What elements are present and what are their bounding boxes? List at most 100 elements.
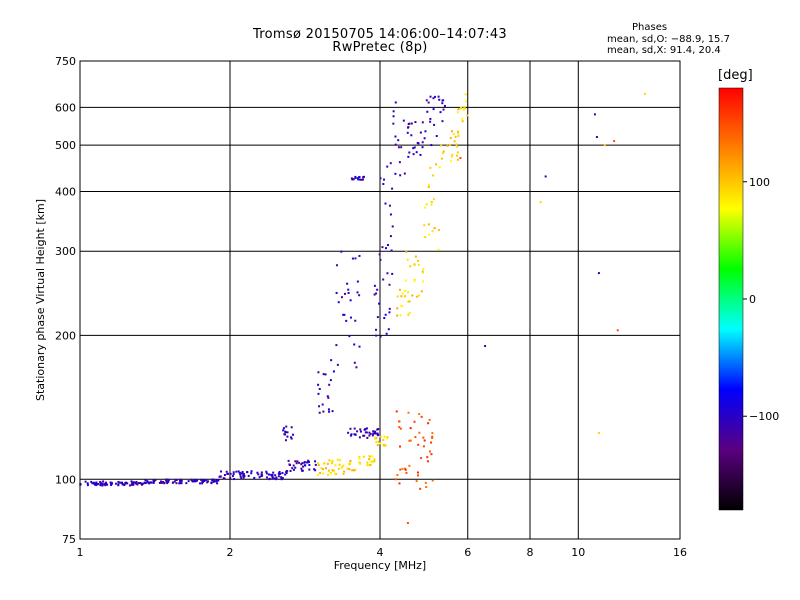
data-point — [285, 469, 288, 472]
y-axis-label: Stationary phase Virtual Height [km] — [34, 199, 47, 401]
data-point — [323, 462, 326, 465]
data-point — [117, 480, 120, 483]
data-point — [356, 280, 359, 283]
data-point — [386, 272, 389, 275]
data-point — [353, 361, 356, 364]
data-point — [117, 483, 120, 486]
data-point — [356, 291, 359, 294]
data-point — [351, 257, 354, 260]
data-point — [348, 463, 351, 466]
data-point — [375, 292, 378, 295]
data-point — [327, 408, 330, 411]
data-point — [327, 396, 330, 399]
data-point — [110, 484, 113, 487]
data-point — [373, 458, 376, 461]
data-point — [421, 141, 424, 144]
data-point — [130, 480, 133, 483]
data-point — [421, 280, 424, 283]
data-point — [91, 482, 94, 485]
data-point — [319, 471, 322, 474]
data-point — [379, 435, 382, 438]
data-point — [450, 155, 453, 158]
data-point — [349, 459, 352, 462]
data-point — [347, 431, 350, 434]
data-point — [358, 175, 361, 178]
data-point — [178, 482, 181, 485]
data-point — [437, 248, 440, 251]
data-point — [435, 163, 438, 166]
data-point — [99, 483, 102, 486]
data-point — [331, 469, 334, 472]
data-point — [340, 296, 343, 299]
data-point — [431, 230, 434, 233]
data-point — [163, 481, 166, 484]
data-point — [428, 233, 431, 236]
data-point — [378, 253, 381, 256]
data-point — [366, 436, 369, 439]
data-point — [424, 481, 427, 484]
data-point — [296, 460, 299, 463]
data-point — [146, 480, 149, 483]
data-point — [213, 479, 216, 482]
data-point — [135, 481, 138, 484]
data-point — [202, 479, 205, 482]
data-point — [403, 172, 406, 175]
data-point — [128, 484, 131, 487]
data-point — [421, 121, 424, 124]
data-point — [153, 479, 156, 482]
data-point — [317, 383, 320, 386]
data-point — [433, 123, 436, 126]
data-point — [394, 172, 397, 175]
grid — [80, 61, 680, 539]
data-point — [454, 135, 457, 138]
data-point — [384, 313, 387, 316]
data-point — [358, 254, 361, 257]
data-point — [440, 144, 443, 147]
data-point — [442, 150, 445, 153]
data-point — [334, 464, 337, 467]
data-point — [99, 484, 102, 487]
x-tick-label: 4 — [377, 546, 384, 559]
data-point — [352, 178, 355, 181]
data-point — [364, 431, 367, 434]
data-point — [318, 405, 321, 408]
data-point — [318, 387, 321, 390]
data-point — [130, 483, 133, 486]
data-point — [405, 471, 408, 474]
data-point — [643, 92, 646, 95]
data-point — [351, 178, 354, 181]
chart-title: Tromsø 20150705 14:06:00–14:07:43 — [252, 27, 508, 42]
data-point — [430, 453, 433, 456]
data-point — [232, 471, 235, 474]
data-point — [308, 468, 311, 471]
data-point — [142, 482, 145, 485]
data-point — [424, 130, 427, 133]
data-point — [420, 456, 423, 459]
data-point — [294, 460, 297, 463]
data-point — [384, 202, 387, 205]
data-point — [140, 483, 143, 486]
data-point — [258, 476, 261, 479]
data-point — [270, 473, 273, 476]
data-point — [348, 461, 351, 464]
data-point — [86, 482, 89, 485]
data-point — [593, 113, 596, 116]
data-point — [417, 443, 420, 446]
data-point — [337, 467, 340, 470]
data-point — [353, 343, 356, 346]
data-point — [398, 482, 401, 485]
data-point — [354, 175, 357, 178]
data-point — [353, 469, 356, 472]
data-point — [431, 432, 434, 435]
data-point — [414, 255, 417, 258]
data-point — [294, 466, 297, 469]
data-point — [271, 475, 274, 478]
data-point — [382, 183, 385, 186]
data-point — [240, 477, 243, 480]
data-point — [194, 480, 197, 483]
data-point — [409, 427, 412, 430]
data-point — [403, 467, 406, 470]
x-tick-label: 16 — [673, 546, 687, 559]
data-point — [431, 436, 434, 439]
data-point — [260, 473, 263, 476]
